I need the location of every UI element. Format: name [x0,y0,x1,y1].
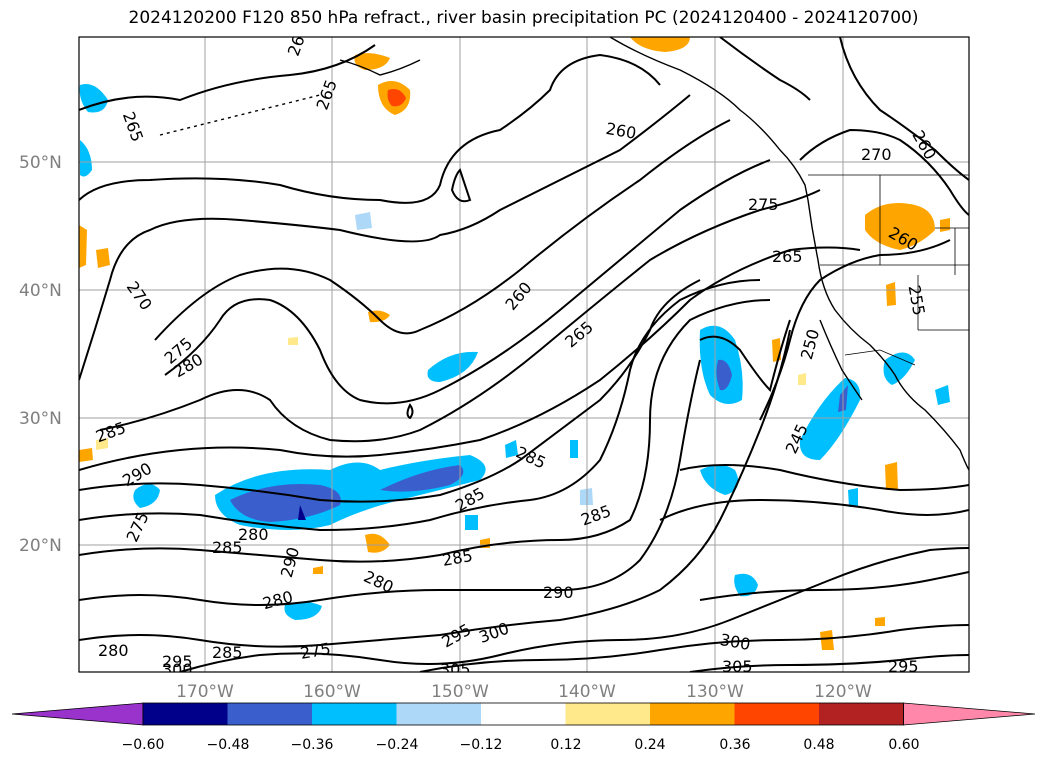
longitude-labels: 170°W 160°W 150°W 140°W 130°W 120°W [176,682,872,702]
svg-text:300: 300 [162,660,193,679]
latitude-labels: 50°N 40°N 30°N 20°N [19,153,62,556]
lat-label: 40°N [19,281,62,301]
lon-label: 130°W [686,682,744,702]
colorbar-tick-label: 0.48 [803,737,834,753]
svg-text:275: 275 [748,195,779,214]
colorbar-tick-label: 0.36 [719,737,750,753]
refractivity-contours [79,37,969,672]
svg-text:280: 280 [98,641,129,660]
colorbar-tick-labels: −0.60 −0.48 −0.36 −0.24 −0.12 0.12 0.24 … [122,737,920,753]
lon-label: 170°W [176,682,234,702]
svg-text:305: 305 [440,660,471,679]
colorbar-segment [734,703,820,725]
colorbar-tick-label: −0.24 [376,737,419,753]
svg-text:285: 285 [212,538,243,557]
lat-label: 30°N [19,409,62,429]
colorbar-tick-label: −0.36 [291,737,334,753]
colorbar-tick-label: 0.60 [888,737,919,753]
colorbar-segment [565,703,651,725]
graticule [79,37,969,672]
colorbar-extend-high [903,702,1036,726]
colorbar-tick-label: 0.12 [550,737,581,753]
colorbar-extend-low [11,702,144,726]
colorbar-segment [819,703,904,725]
lon-label: 120°W [814,682,872,702]
map-frame [78,36,970,673]
colorbar-segment [143,703,228,725]
svg-text:265: 265 [772,247,803,266]
colorbar-segment [312,703,397,725]
colorbar-tick-label: −0.48 [207,737,250,753]
coastline [159,37,969,471]
lon-label: 160°W [303,682,361,702]
colorbar-tick-label: −0.12 [460,737,503,753]
colorbar-segment [650,703,735,725]
svg-text:295: 295 [888,657,919,676]
lon-label: 140°W [558,682,616,702]
svg-text:280: 280 [238,525,269,544]
svg-text:26: 26 [284,33,309,59]
lat-label: 20°N [19,536,62,556]
colorbar-tick-label: 0.24 [634,737,665,753]
colorbar-segment [396,703,482,725]
svg-text:305: 305 [722,657,753,676]
colorbar-frame [142,702,904,726]
lat-label: 50°N [19,153,62,173]
colorbar [11,702,1036,726]
map-title: 2024120200 F120 850 hPa refract., river … [128,8,919,28]
svg-text:295: 295 [162,652,193,671]
colorbar-segment [481,703,566,725]
svg-text:285: 285 [212,643,243,662]
svg-text:290: 290 [543,583,574,602]
precip-shading [79,37,950,650]
colorbar-segment [227,703,313,725]
lon-label: 150°W [431,682,489,702]
colorbar-tick-label: −0.60 [122,737,165,753]
svg-text:270: 270 [861,145,892,164]
